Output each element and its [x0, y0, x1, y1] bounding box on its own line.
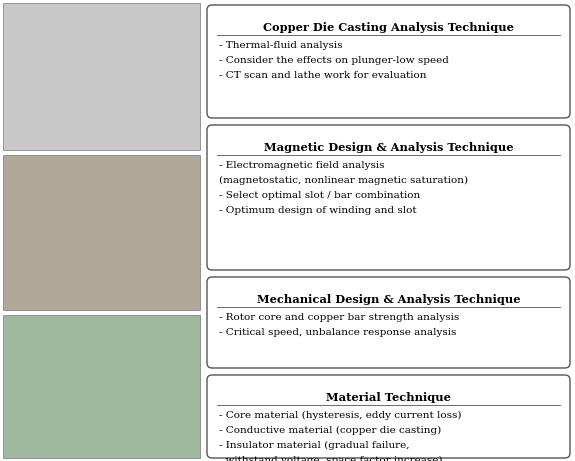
FancyBboxPatch shape: [207, 5, 570, 118]
FancyBboxPatch shape: [207, 375, 570, 458]
Text: - Consider the effects on plunger-low speed: - Consider the effects on plunger-low sp…: [219, 56, 449, 65]
Bar: [3, 3, 200, 150]
Text: (magnetostatic, nonlinear magnetic saturation): (magnetostatic, nonlinear magnetic satur…: [219, 176, 468, 185]
Text: Copper Die Casting Analysis Technique: Copper Die Casting Analysis Technique: [263, 22, 514, 33]
FancyBboxPatch shape: [207, 125, 570, 270]
Text: withstand voltage, space factor increase): withstand voltage, space factor increase…: [219, 456, 443, 461]
Text: Material Technique: Material Technique: [326, 392, 451, 403]
Bar: [3, 155, 200, 310]
Text: - Thermal-fluid analysis: - Thermal-fluid analysis: [219, 41, 343, 50]
Text: - CT scan and lathe work for evaluation: - CT scan and lathe work for evaluation: [219, 71, 427, 80]
Text: - Rotor core and copper bar strength analysis: - Rotor core and copper bar strength ana…: [219, 313, 459, 322]
Text: - Conductive material (copper die casting): - Conductive material (copper die castin…: [219, 426, 441, 435]
Text: - Core material (hysteresis, eddy current loss): - Core material (hysteresis, eddy curren…: [219, 411, 462, 420]
Text: Mechanical Design & Analysis Technique: Mechanical Design & Analysis Technique: [257, 294, 520, 305]
Bar: [3, 315, 200, 458]
Text: Magnetic Design & Analysis Technique: Magnetic Design & Analysis Technique: [264, 142, 513, 153]
Text: - Critical speed, unbalance response analysis: - Critical speed, unbalance response ana…: [219, 328, 457, 337]
Text: - Insulator material (gradual failure,: - Insulator material (gradual failure,: [219, 441, 409, 450]
FancyBboxPatch shape: [207, 277, 570, 368]
Text: - Select optimal slot / bar combination: - Select optimal slot / bar combination: [219, 191, 420, 200]
Text: - Electromagnetic field analysis: - Electromagnetic field analysis: [219, 161, 385, 170]
Text: - Optimum design of winding and slot: - Optimum design of winding and slot: [219, 206, 417, 215]
